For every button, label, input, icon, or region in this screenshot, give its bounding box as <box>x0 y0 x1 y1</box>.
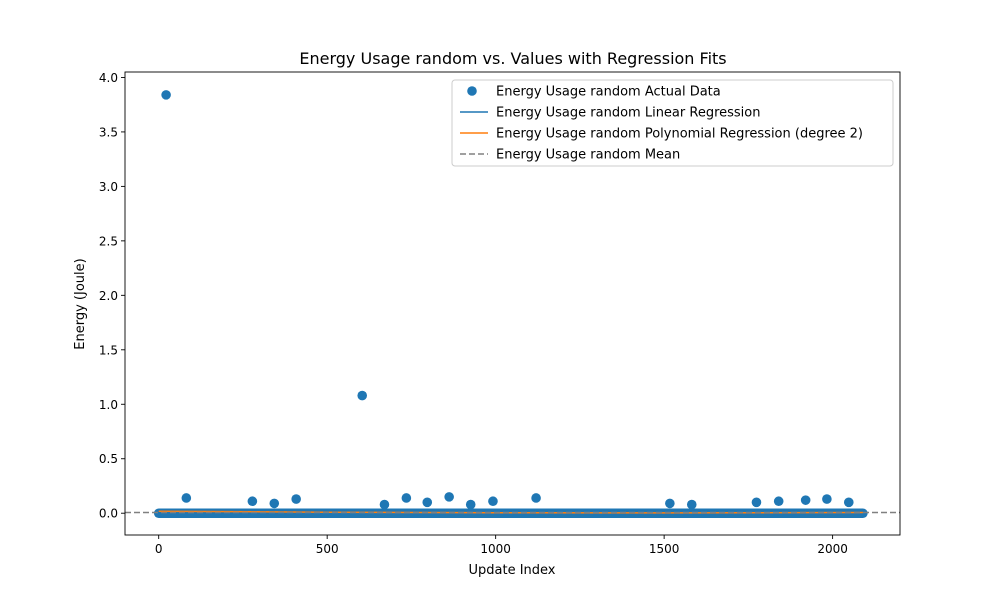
x-tick-label-1: 500 <box>316 542 339 556</box>
plot-frame <box>124 71 901 536</box>
y-tick-label-1: 0.5 <box>99 452 118 466</box>
x-axis: 0 500 1000 1500 2000 <box>155 535 848 556</box>
scatter-point-2 <box>247 496 258 507</box>
x-axis-label: Update Index <box>468 563 555 578</box>
legend-box <box>451 79 894 167</box>
scatter-point-9 <box>444 492 454 502</box>
scatter-point-17 <box>800 495 811 505</box>
y-tick-label-0: 0.0 <box>99 507 118 521</box>
legend-label-2: Energy Usage random Polynomial Regressio… <box>496 127 863 142</box>
scatter-point-8 <box>422 497 433 508</box>
chart-title: Energy Usage random vs. Values with Regr… <box>299 49 726 68</box>
y-tick-label-2: 1.0 <box>99 398 118 412</box>
scatter-point-19 <box>843 497 854 508</box>
scatter-point-7 <box>401 493 412 503</box>
legend: Energy Usage random Actual Data Energy Us… <box>451 79 894 167</box>
scatter-point-11 <box>488 496 498 507</box>
scatter-point-6 <box>379 499 390 510</box>
scatter-point-13 <box>665 498 675 509</box>
plot-content <box>125 90 900 518</box>
legend-label-1: Energy Usage random Linear Regression <box>496 106 760 121</box>
y-tick-label-4: 2.0 <box>99 289 118 303</box>
legend-marker-0 <box>467 86 477 96</box>
scatter-point-4 <box>291 494 301 504</box>
y-tick-label-8: 4.0 <box>99 71 118 85</box>
scatter-point-3 <box>269 498 280 509</box>
scatter-point-15 <box>751 497 762 508</box>
x-tick-label-3: 1500 <box>649 542 680 556</box>
x-tick-label-4: 2000 <box>817 542 848 556</box>
scatter-point-16 <box>773 496 784 507</box>
y-tick-label-3: 1.5 <box>99 343 118 357</box>
scatter-point-18 <box>822 494 832 504</box>
x-tick-label-0: 0 <box>155 542 163 556</box>
plot-area <box>124 71 901 536</box>
y-tick-label-6: 3.0 <box>99 180 118 194</box>
y-tick-label-7: 3.5 <box>99 125 118 139</box>
y-axis: 0.0 0.5 1.0 1.5 2.0 2.5 3.0 3.5 4.0 <box>99 71 125 521</box>
x-tick-label-2: 1000 <box>480 542 511 556</box>
legend-label-0: Energy Usage random Actual Data <box>496 85 721 100</box>
scatter-point-0 <box>161 90 171 100</box>
scatter-point-12 <box>531 493 541 503</box>
y-axis-label: Energy (Joule) <box>73 258 88 349</box>
scatter-point-14 <box>686 499 697 510</box>
scatter-point-5 <box>357 390 368 401</box>
scatter-point-1 <box>181 493 192 503</box>
scatter-point-10 <box>465 499 476 510</box>
legend-label-3: Energy Usage random Mean <box>496 148 680 163</box>
y-tick-label-5: 2.5 <box>99 234 118 248</box>
